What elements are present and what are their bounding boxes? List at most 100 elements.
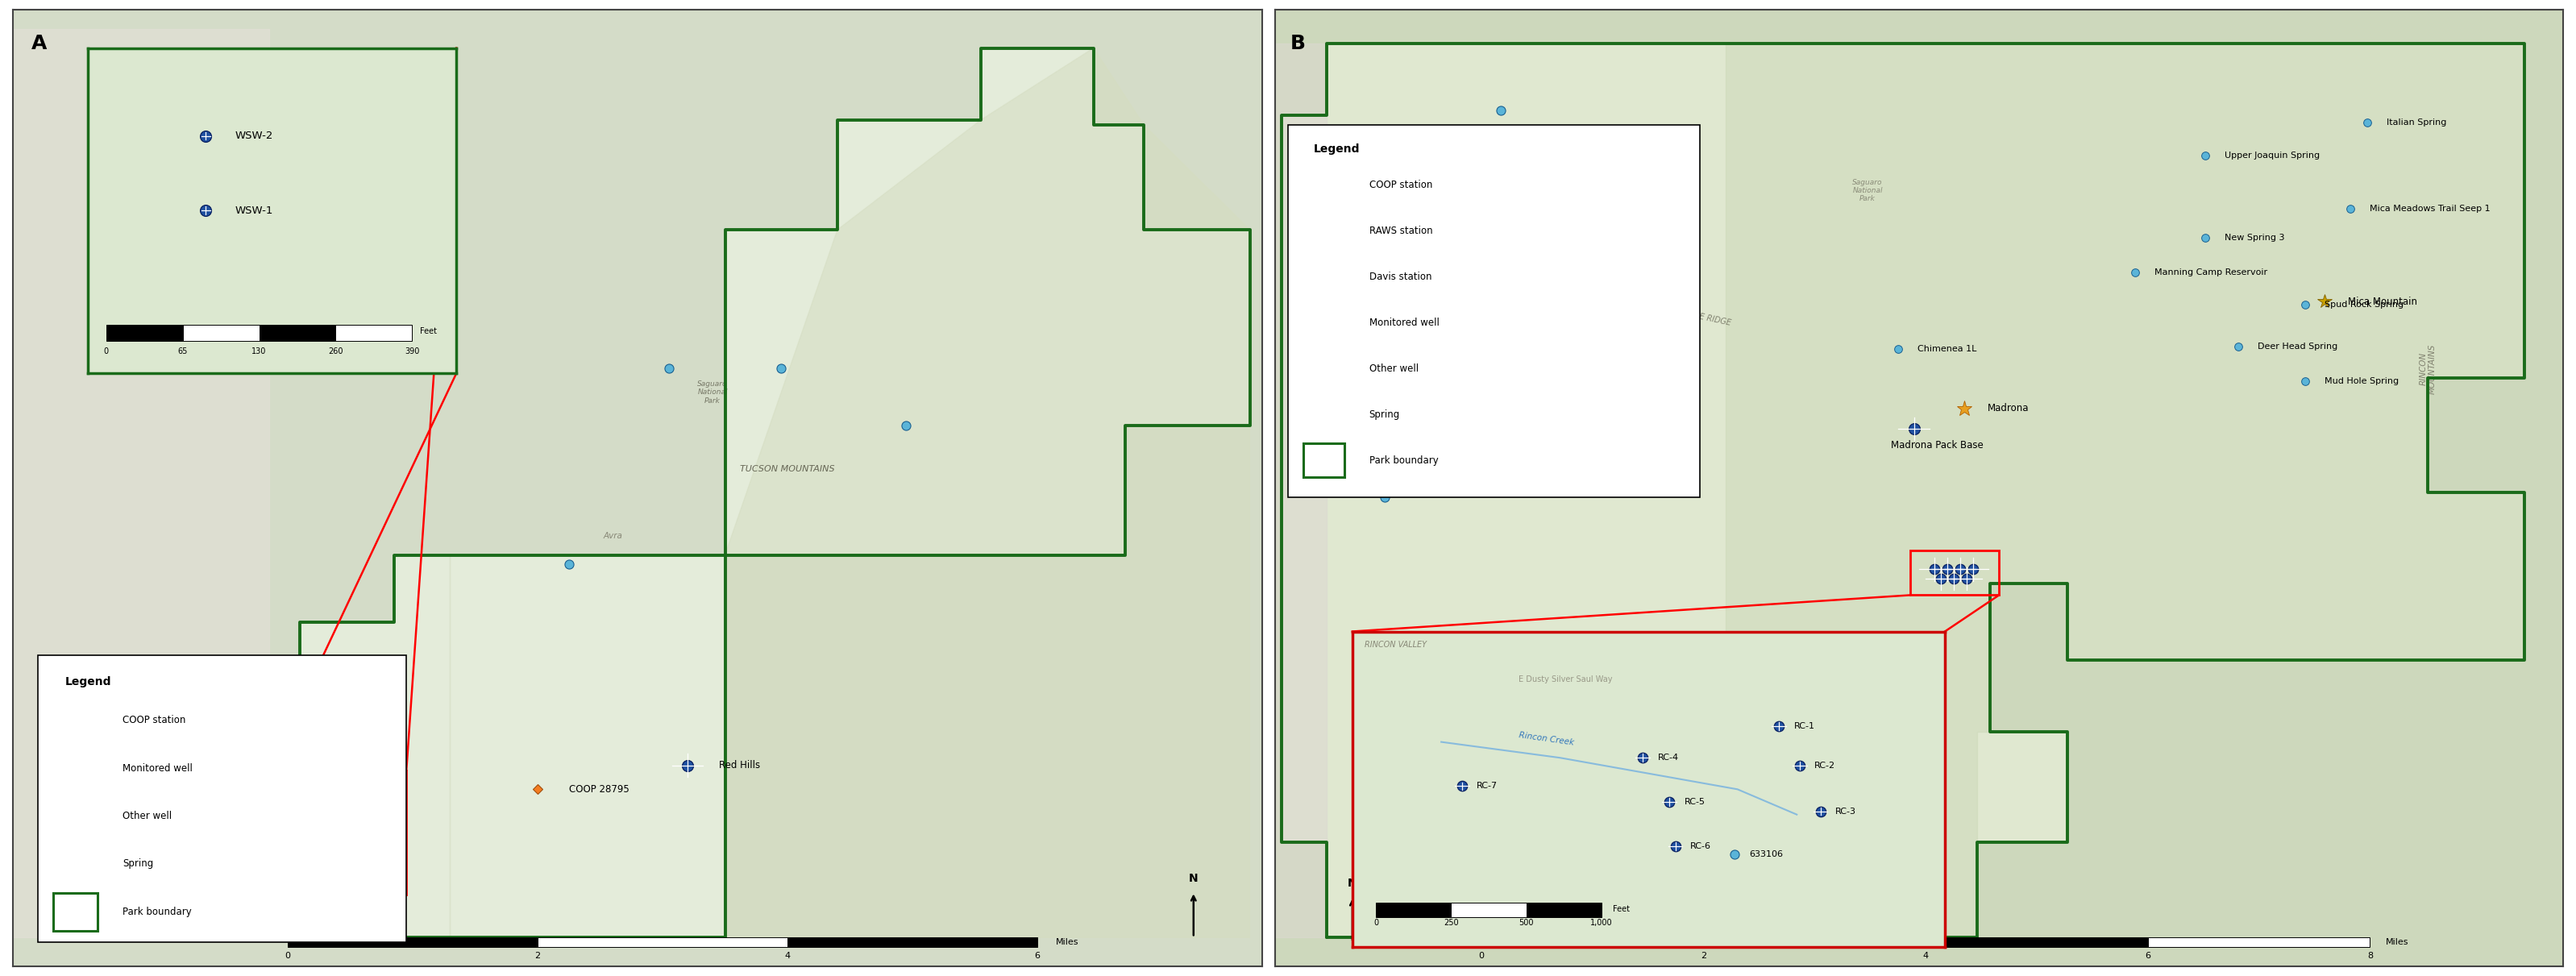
Text: 4: 4 xyxy=(786,952,791,960)
Text: 2: 2 xyxy=(1700,952,1705,960)
Text: TUCSON MOUNTAINS: TUCSON MOUNTAINS xyxy=(739,465,835,473)
Text: Desert Research: Desert Research xyxy=(1479,142,1556,153)
Text: 260: 260 xyxy=(327,347,343,355)
Text: 500: 500 xyxy=(1520,918,1533,927)
Bar xyxy=(106,324,183,341)
Text: RC-6: RC-6 xyxy=(1690,842,1710,850)
Text: RC-1: RC-1 xyxy=(1793,722,1814,730)
Text: Saguaro
National
Park: Saguaro National Park xyxy=(1852,179,1883,203)
Text: WSW-1: WSW-1 xyxy=(234,205,273,216)
Text: Monitored well: Monitored well xyxy=(1370,317,1440,328)
Bar xyxy=(538,938,788,947)
Text: Wild 10G: Wild 10G xyxy=(1530,232,1574,243)
Text: 65: 65 xyxy=(178,347,188,355)
Text: Manning Camp Reservoir: Manning Camp Reservoir xyxy=(2154,268,2267,277)
Text: Miles: Miles xyxy=(1056,938,1079,947)
Bar xyxy=(1481,938,1703,947)
Text: Red Hills: Red Hills xyxy=(719,760,760,771)
Text: RC-5: RC-5 xyxy=(1685,798,1705,806)
Text: 2: 2 xyxy=(536,952,541,960)
Bar xyxy=(1927,938,2148,947)
Polygon shape xyxy=(1726,43,2524,938)
Text: 1,000: 1,000 xyxy=(1589,918,1613,927)
Text: WSW-2: WSW-2 xyxy=(234,131,273,142)
Text: 390: 390 xyxy=(404,347,420,355)
Text: Saguaro
National
Park: Saguaro National Park xyxy=(698,381,726,404)
Text: Mica Meadows Trail Seep 1: Mica Meadows Trail Seep 1 xyxy=(2370,205,2491,213)
Text: 0: 0 xyxy=(286,952,291,960)
Text: Deer Head Spring: Deer Head Spring xyxy=(2257,343,2339,350)
Text: 250: 250 xyxy=(1443,918,1458,927)
Text: Legend: Legend xyxy=(64,676,111,688)
Text: N: N xyxy=(1347,877,1358,889)
Text: A: A xyxy=(31,33,46,53)
Bar xyxy=(335,324,412,341)
Text: Feet: Feet xyxy=(420,327,435,335)
Text: N: N xyxy=(1190,873,1198,884)
Text: Madrona: Madrona xyxy=(1989,403,2030,414)
Bar xyxy=(1909,550,1999,595)
Text: COOP #27398: COOP #27398 xyxy=(1347,459,1414,469)
Bar xyxy=(1703,938,1927,947)
Text: RC-2: RC-2 xyxy=(1814,761,1837,770)
Polygon shape xyxy=(13,29,268,938)
Text: 0: 0 xyxy=(1373,918,1378,927)
Text: Spring: Spring xyxy=(1370,409,1399,420)
Text: COOP 28795: COOP 28795 xyxy=(569,784,629,794)
Text: 0: 0 xyxy=(1479,952,1484,960)
Text: 4: 4 xyxy=(1922,952,1929,960)
Text: Feet: Feet xyxy=(1613,905,1631,914)
Text: RINCON VALLEY: RINCON VALLEY xyxy=(1365,641,1427,649)
Bar xyxy=(788,938,1038,947)
Bar xyxy=(1288,125,1700,498)
Text: 8: 8 xyxy=(2367,952,2372,960)
Text: Monitored well: Monitored well xyxy=(124,763,193,774)
Text: Park boundary: Park boundary xyxy=(124,907,193,917)
Bar xyxy=(39,656,407,943)
Text: Other well: Other well xyxy=(124,811,173,822)
Bar xyxy=(1525,903,1602,917)
Text: B: B xyxy=(1291,33,1306,53)
Text: 633106: 633106 xyxy=(1749,850,1783,858)
Bar xyxy=(1450,903,1525,917)
Polygon shape xyxy=(232,48,1249,938)
Bar xyxy=(54,893,98,931)
Text: COOP station: COOP station xyxy=(1370,180,1432,190)
Text: TANQUE VERDE RIDGE: TANQUE VERDE RIDGE xyxy=(1643,301,1731,327)
Text: Park boundary: Park boundary xyxy=(1370,455,1437,466)
Bar xyxy=(1376,903,1450,917)
Text: RINCON
MOUNTAINS: RINCON MOUNTAINS xyxy=(2419,344,2437,394)
Text: RAWS station: RAWS station xyxy=(1370,225,1432,236)
Text: Other well: Other well xyxy=(1370,363,1419,374)
Text: Mud Hole Spring: Mud Hole Spring xyxy=(2326,377,2398,385)
Bar xyxy=(1303,443,1345,477)
Text: RC-3: RC-3 xyxy=(1834,807,1857,815)
Text: Javelina Tank: Javelina Tank xyxy=(1422,387,1484,397)
Bar xyxy=(268,770,407,894)
Text: E Dusty Silver Saul Way: E Dusty Silver Saul Way xyxy=(1517,675,1613,683)
Text: Italian Spring: Italian Spring xyxy=(2385,119,2447,127)
Bar xyxy=(183,324,260,341)
Text: 6: 6 xyxy=(1036,952,1041,960)
Polygon shape xyxy=(1283,43,2524,938)
Text: Spring: Spring xyxy=(124,859,155,870)
Bar xyxy=(2148,938,2370,947)
Text: Upper Joaquin Spring: Upper Joaquin Spring xyxy=(2226,151,2318,159)
Text: Madrona Pack Base: Madrona Pack Base xyxy=(1891,440,1984,451)
Text: Miles: Miles xyxy=(2385,938,2409,947)
Text: 0: 0 xyxy=(103,347,108,355)
Text: COOP station: COOP station xyxy=(124,715,185,726)
Text: RC-7: RC-7 xyxy=(1476,782,1497,791)
Polygon shape xyxy=(451,48,1249,938)
Bar xyxy=(289,938,538,947)
Text: Legend: Legend xyxy=(1314,143,1360,155)
Text: Davis station: Davis station xyxy=(1370,271,1432,282)
Text: New Spring 3: New Spring 3 xyxy=(2226,233,2285,241)
Text: 130: 130 xyxy=(252,347,268,355)
Text: Spud Rock Spring: Spud Rock Spring xyxy=(2326,301,2403,308)
Text: 6: 6 xyxy=(2146,952,2151,960)
Text: Avra: Avra xyxy=(603,532,623,540)
Text: RC-4: RC-4 xyxy=(1656,753,1680,761)
Polygon shape xyxy=(1275,43,1327,938)
Text: Chimenea 1L: Chimenea 1L xyxy=(1917,346,1976,353)
